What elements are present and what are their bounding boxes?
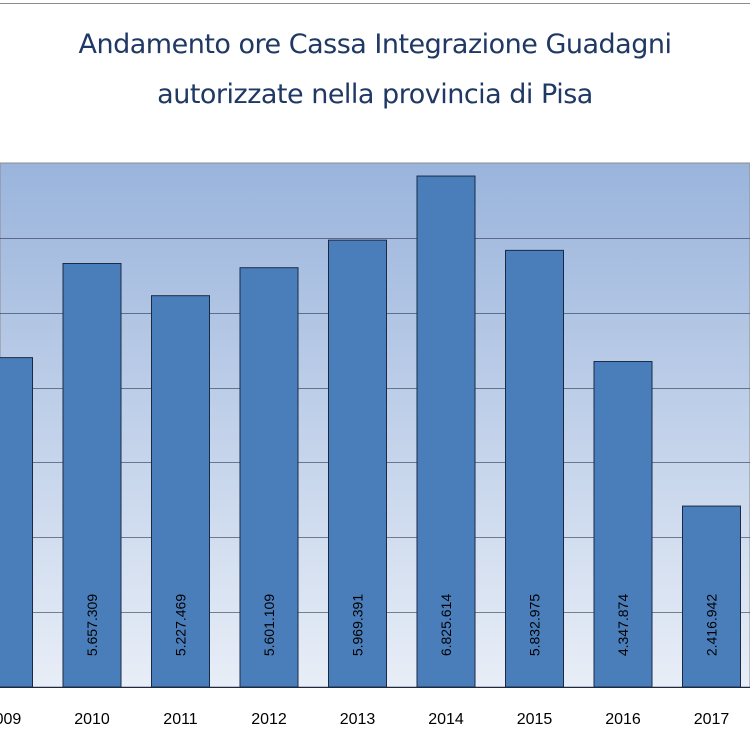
bar-2011 — [151, 295, 210, 688]
data-label-2012: 5.601.109 — [261, 594, 277, 656]
bar-2017 — [682, 505, 741, 688]
x-axis-tick-labels: 2009 2010 2011 2012 2013 2014 2015 2016 2017 — [0, 711, 729, 728]
x-tick-label-2015: 2015 — [517, 711, 553, 728]
x-tick-label-2016: 2016 — [605, 711, 641, 728]
bar-2014 — [416, 175, 476, 688]
x-tick-label-2010: 2010 — [74, 711, 110, 728]
bar-2016 — [593, 361, 653, 688]
x-tick-label-2013: 2013 — [340, 711, 376, 728]
data-label-2017: 2.416.942 — [704, 594, 720, 656]
data-labels: 5.657.309 5.227.469 5.601.109 5.969.391 6.82… — [84, 594, 720, 656]
data-label-2014: 6.825.614 — [438, 594, 454, 656]
data-label-2013: 5.969.391 — [350, 594, 366, 656]
data-label-2011: 5.227.469 — [173, 594, 189, 656]
data-label-2016: 4.347.874 — [615, 594, 631, 656]
bar-2010 — [62, 263, 122, 688]
bars — [0, 175, 741, 688]
x-tick-label-2011: 2011 — [163, 711, 198, 728]
chart-title-line-1: Andamento ore Cassa Integrazione Guadagn… — [78, 29, 672, 60]
bar-2009 — [0, 357, 33, 688]
x-tick-label-2012: 2012 — [251, 711, 287, 728]
chart-title: Andamento ore Cassa Integrazione Guadagn… — [0, 20, 750, 120]
chart-title-line-2: autorizzate nella provincia di Pisa — [157, 79, 593, 110]
bar-2013 — [328, 239, 387, 688]
data-label-2010: 5.657.309 — [84, 594, 100, 656]
x-tick-label-2009: 2009 — [0, 711, 21, 728]
bar-2015 — [505, 249, 564, 688]
chart-frame-border — [0, 3, 750, 4]
x-tick-label-2014: 2014 — [428, 711, 464, 728]
data-label-2015: 5.832.975 — [527, 594, 543, 656]
bar-2012 — [239, 267, 299, 688]
x-tick-label-2017: 2017 — [694, 711, 730, 728]
